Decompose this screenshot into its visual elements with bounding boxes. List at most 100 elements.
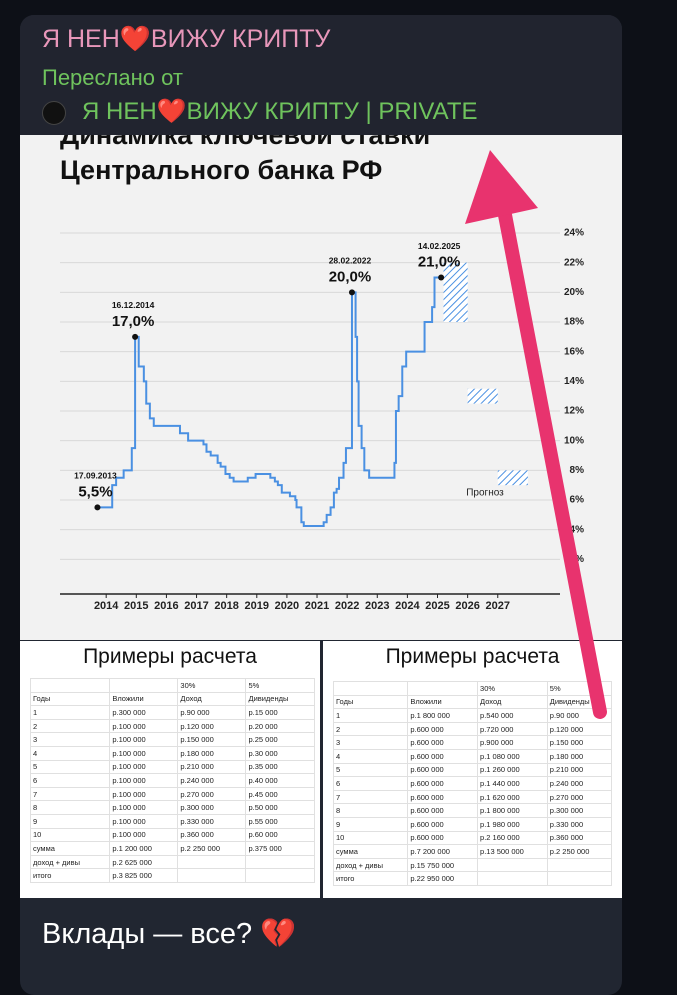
table-cell: 5 [29,759,111,775]
table-cell: р.100 000 [109,813,179,829]
table-cell: р.20 000 [245,718,315,734]
empty-cell [177,854,247,870]
table-cell: сумма [29,841,111,856]
chart-background [20,135,622,640]
table-cell: р.1 800 000 [407,708,479,723]
table-cell: р.210 000 [177,759,247,775]
x-tick-label: 2017 [184,600,208,612]
table-cell: 5 [332,762,409,778]
table-cell: 7 [332,789,409,805]
header-row: Годы Вложили Доход Дивиденды [29,691,315,707]
channel-name[interactable]: Я НЕН❤️ВИЖУ КРИПТУ [42,25,331,53]
calc-table: 30% 5% Годы Вложили Доход Дивиденды 1 р.300 000… [29,678,315,883]
forecast-range [497,470,528,486]
table-cell: р.2 250 000 [177,841,247,856]
rate-line [97,276,441,527]
table-cell: р.25 000 [245,732,315,747]
empty-cell [407,681,479,696]
y-tick-label: 18% [564,317,584,328]
table-cell: 3 [29,732,111,747]
table-title: Примеры расчета [83,645,257,668]
message-header: Я НЕН❤️ВИЖУ КРИПТУ Переслано от Я НЕН❤️В… [20,15,622,135]
table-cell: р.720 000 [477,721,548,737]
header-cell: Доход [477,694,548,710]
table-cell: р.180 000 [546,748,613,764]
table-cell: р.360 000 [546,830,613,846]
header-cell: Дивиденды [546,694,613,710]
x-tick-label: 2023 [365,600,389,612]
header-row: Годы Вложили Доход Дивиденды [332,694,613,710]
table-row: 8 р.100 000 р.300 000 р.50 000 [29,800,315,815]
table-cell: р.2 250 000 [546,844,613,859]
x-tick-label: 2027 [486,600,510,612]
table-cell: р.150 000 [546,735,613,750]
empty-cell [546,871,613,886]
table-cell: р.540 000 [477,708,548,723]
y-tick-label: 24% [564,228,584,239]
table-row: доход + дивы р.15 750 000 [332,857,613,873]
table-cell: р.15 000 [245,705,315,720]
table-cell: 7 [29,786,111,802]
rate-cell: 30% [177,678,247,693]
table-cell: р.600 000 [407,789,479,805]
table-cell: р.600 000 [407,735,479,750]
table-cell: р.90 000 [177,705,247,720]
table-panel: Примеры расчета 30% 5% Годы Вложили Доход Диви… [323,641,622,898]
table-cell: р.375 000 [245,841,315,856]
empty-cell [477,857,548,873]
table-row: 7 р.600 000 р.1 620 000 р.270 000 [332,789,613,805]
table-cell: р.15 750 000 [407,857,479,873]
table-cell: р.330 000 [546,816,613,832]
forwarded-from[interactable]: Я НЕН❤️ВИЖУ КРИПТУ | PRIVATE [82,98,478,125]
forecast-range [443,262,468,322]
y-tick-label: 8% [570,465,585,476]
empty-cell [245,854,315,870]
chart-title: Центрального банка РФ [60,155,382,185]
table-cell: р.330 000 [177,813,247,829]
table-cell: р.600 000 [407,721,479,737]
table-cell: р.3 825 000 [109,868,179,883]
annotation-date: 28.02.2022 [329,256,372,266]
rate-cell: 30% [477,681,548,696]
y-tick-label: 6% [570,495,585,506]
table-cell: р.2 160 000 [477,830,548,846]
table-cell: р.55 000 [245,813,315,829]
table-cell: р.100 000 [109,759,179,775]
table-cell: р.45 000 [245,786,315,802]
table-cell: р.22 950 000 [407,871,479,886]
annotation-value: 5,5% [78,483,112,500]
table-cell: 6 [29,773,111,788]
table-cell: р.1 080 000 [477,748,548,764]
table-cell: р.270 000 [546,789,613,805]
avatar[interactable] [42,101,66,125]
x-tick-label: 2015 [124,600,148,612]
header-cell: Вложили [407,694,479,710]
table-row: доход + дивы р.2 625 000 [29,854,315,870]
table-cell: р.1 980 000 [477,816,548,832]
table-cell: 10 [29,827,111,843]
table-cell: р.100 000 [109,745,179,761]
x-tick-label: 2024 [395,600,420,612]
table-row: 10 р.100 000 р.360 000 р.60 000 [29,827,315,843]
x-tick-label: 2016 [154,600,178,612]
table-row: 9 р.600 000 р.1 980 000 р.330 000 [332,816,613,832]
table-cell: 3 [332,735,409,750]
empty-cell [546,857,613,873]
table-row: 5 р.100 000 р.210 000 р.35 000 [29,759,315,775]
table-cell: р.1 800 000 [477,803,548,818]
table-cell: р.150 000 [177,732,247,747]
table-cell: итого [332,871,409,886]
annotation-value: 20,0% [329,268,372,285]
table-cell: р.210 000 [546,762,613,778]
y-tick-label: 10% [564,435,584,446]
table-cell: доход + дивы [332,857,409,873]
chart-title: Динамика ключевой ставки [60,120,430,150]
x-tick-label: 2020 [275,600,299,612]
table-row: 9 р.100 000 р.330 000 р.55 000 [29,813,315,829]
table-row: 3 р.100 000 р.150 000 р.25 000 [29,732,315,747]
table-cell: 10 [332,830,409,846]
table-cell: р.7 200 000 [407,844,479,859]
y-tick-label: 16% [564,346,584,357]
table-cell: р.120 000 [177,718,247,734]
table-cell: р.600 000 [407,816,479,832]
